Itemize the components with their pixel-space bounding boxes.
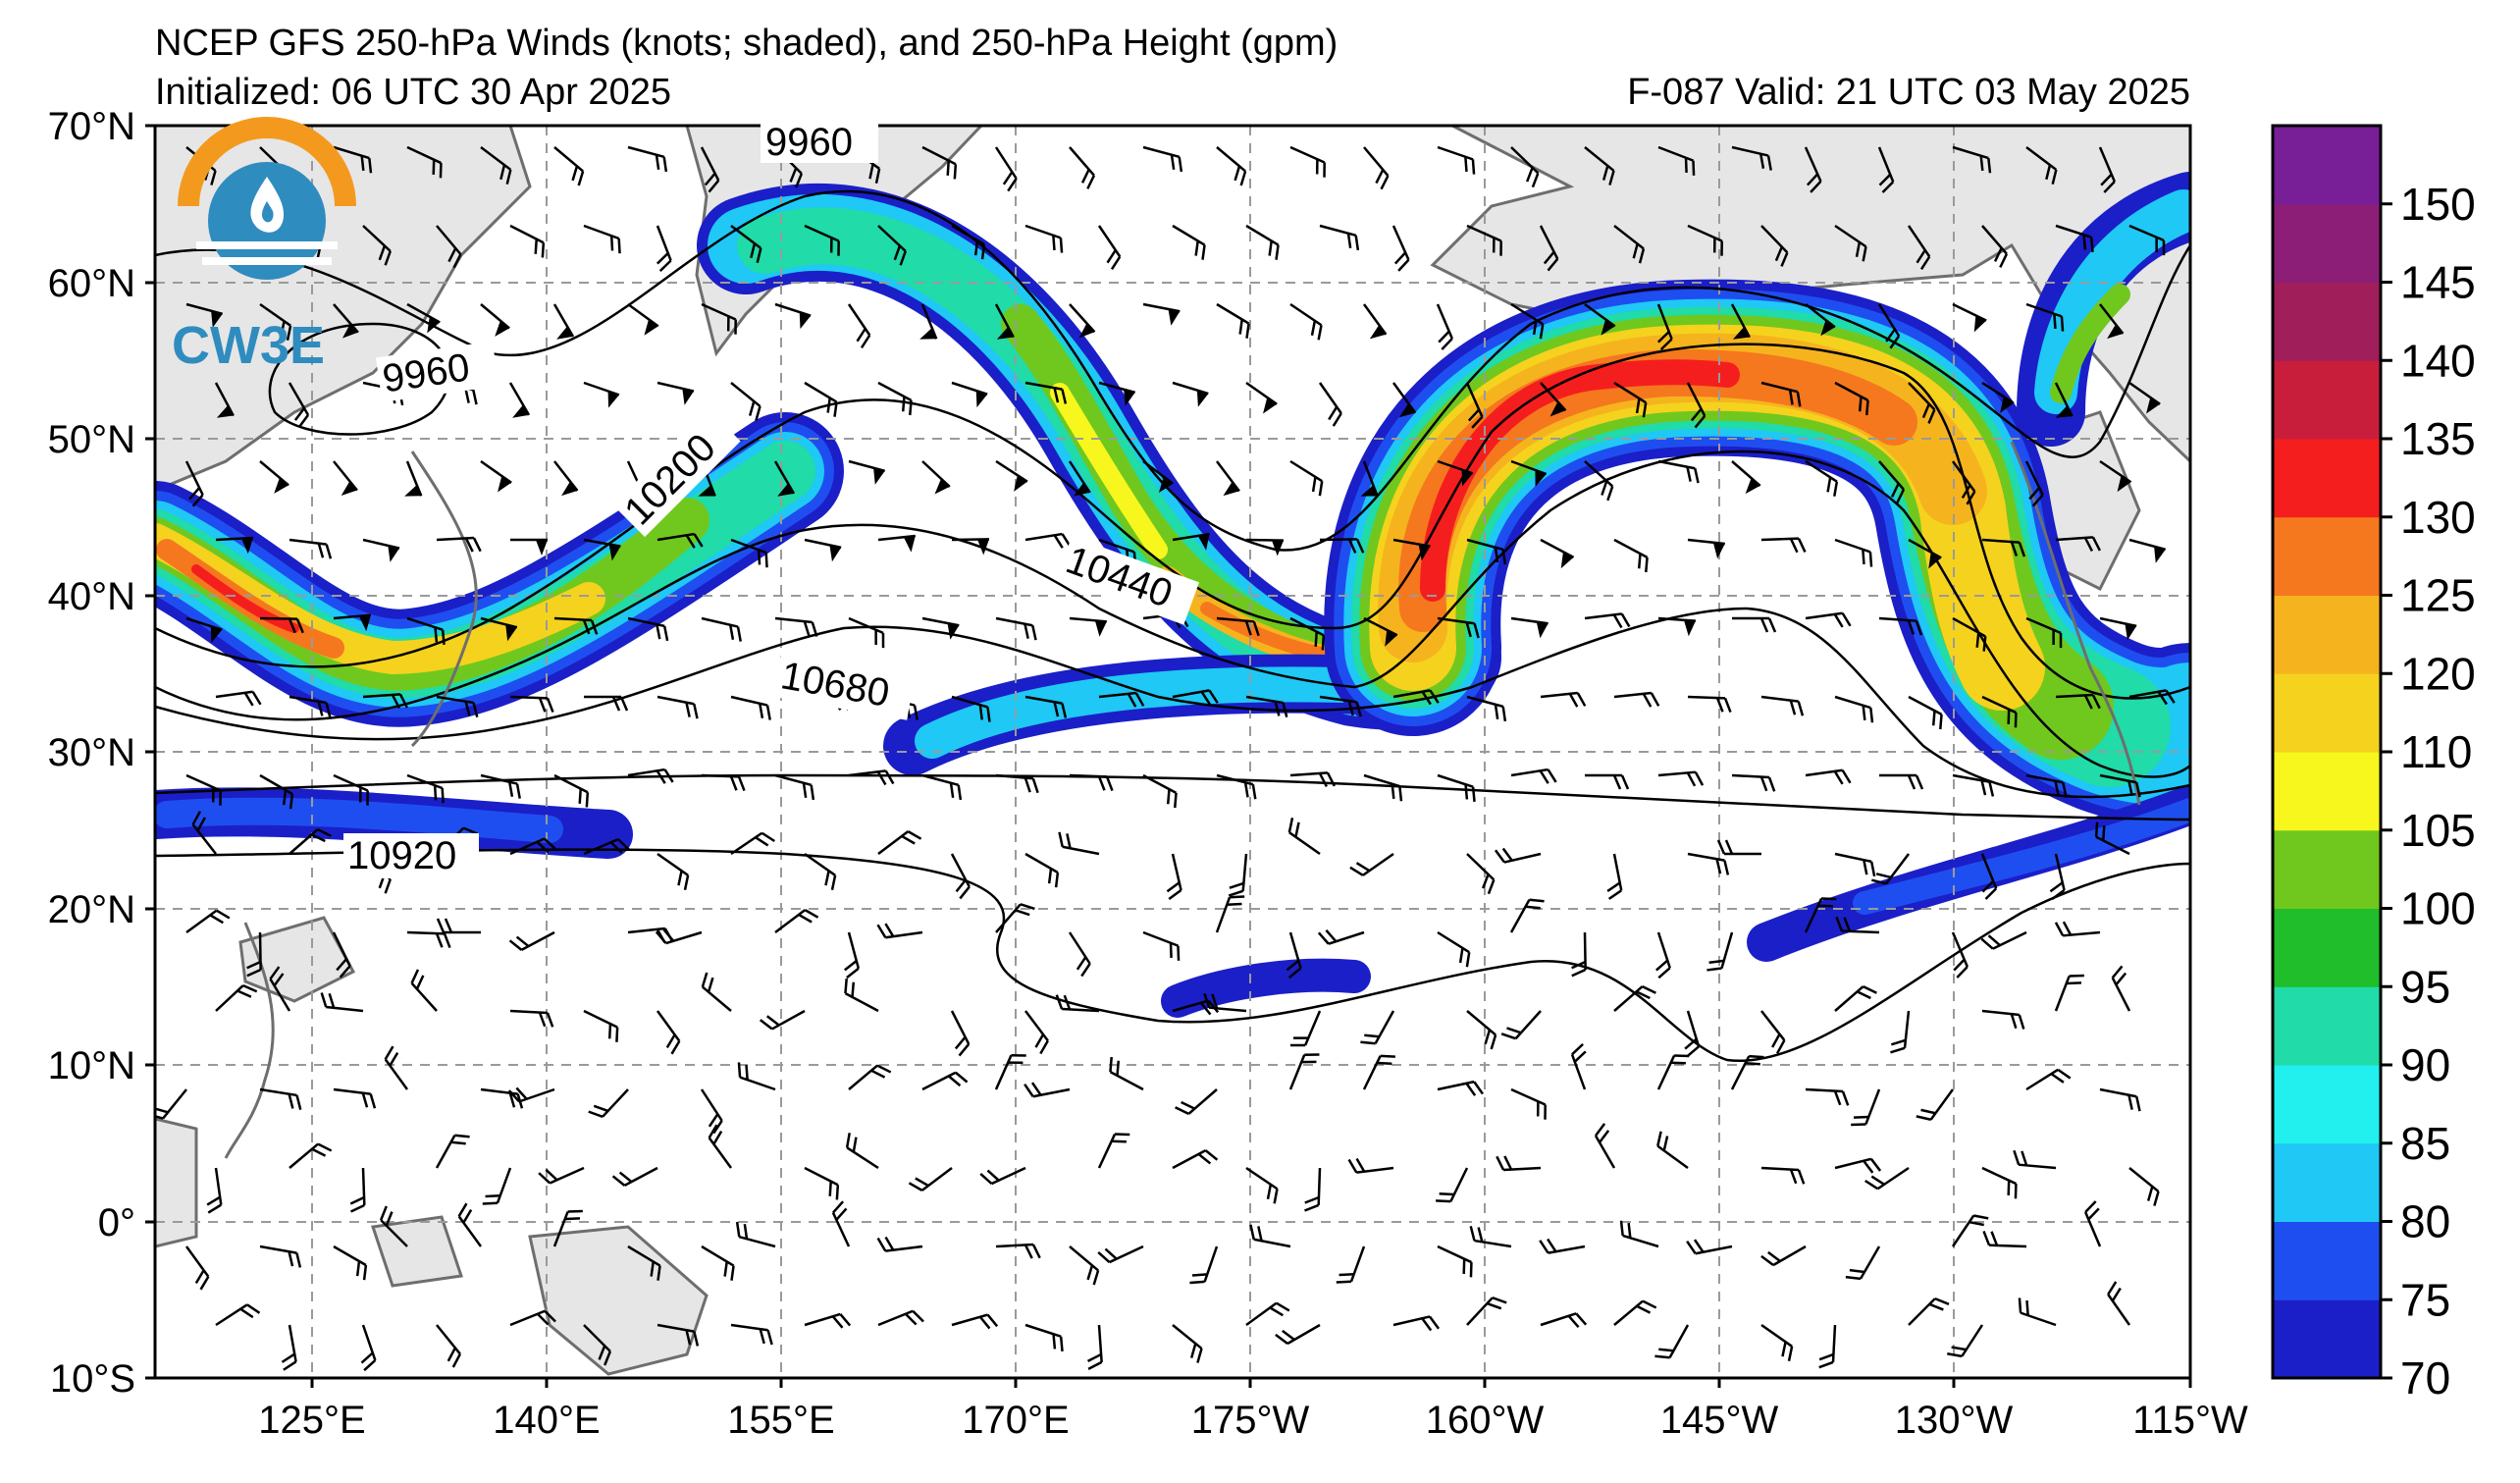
colorbar-swatch bbox=[2273, 829, 2381, 909]
lat-label: 50°N bbox=[48, 418, 135, 461]
colorbar-swatch bbox=[2273, 1221, 2381, 1300]
lat-label: 60°N bbox=[48, 262, 135, 305]
jet-subtropical-west bbox=[155, 787, 633, 859]
colorbar-label: 90 bbox=[2400, 1039, 2450, 1090]
jet-east bbox=[2017, 172, 2190, 447]
colorbar-label: 105 bbox=[2400, 805, 2476, 856]
colorbar-label: 125 bbox=[2400, 570, 2476, 621]
lon-label: 155°E bbox=[727, 1399, 834, 1442]
colorbar-label: 130 bbox=[2400, 492, 2476, 543]
lat-label: 40°N bbox=[48, 575, 135, 618]
colorbar: 70 75 80 85 90 95 100 105 110 120 125 130 135 140 145 1… bbox=[2271, 124, 2476, 1404]
map-panel bbox=[155, 126, 2190, 1378]
colorbar-label: 95 bbox=[2400, 961, 2450, 1012]
colorbar-swatch bbox=[2273, 1065, 2381, 1144]
latitude-labels: 70°N 60°N 50°N 40°N 30°N 20°N 10°N 0° 10… bbox=[48, 105, 135, 1401]
colorbar-swatch bbox=[2273, 908, 2381, 987]
water-drop-sun-icon bbox=[178, 117, 356, 280]
jet-subtropical-east bbox=[1161, 785, 2190, 1018]
colorbar-label: 110 bbox=[2400, 726, 2472, 777]
colorbar-label: 100 bbox=[2400, 883, 2476, 934]
lon-label: 130°W bbox=[1895, 1399, 2014, 1442]
colorbar-swatches bbox=[2273, 126, 2381, 1379]
lon-label: 170°E bbox=[962, 1399, 1069, 1442]
lat-label: 10°S bbox=[50, 1357, 135, 1401]
colorbar-swatch bbox=[2273, 516, 2381, 596]
chart-title: NCEP GFS 250-hPa Winds (knots; shaded), … bbox=[155, 23, 1338, 64]
logo-text: CW3E bbox=[172, 316, 325, 375]
lon-label: 115°W bbox=[2132, 1399, 2248, 1442]
valid-time: F-087 Valid: 21 UTC 03 May 2025 bbox=[1627, 72, 2190, 113]
longitude-labels: 125°E 140°E 155°E 170°E 175°W 160°W 145°… bbox=[258, 1399, 2248, 1442]
colorbar-swatch bbox=[2273, 282, 2381, 361]
height-contours bbox=[155, 189, 2190, 1063]
lat-label: 70°N bbox=[48, 105, 135, 148]
colorbar-swatch bbox=[2273, 986, 2381, 1066]
colorbar-label: 140 bbox=[2400, 335, 2476, 386]
colorbar-swatch bbox=[2273, 673, 2381, 753]
colorbar-label: 135 bbox=[2400, 413, 2476, 464]
axis-ticks bbox=[145, 124, 2192, 1388]
colorbar-label: 120 bbox=[2400, 648, 2476, 699]
lon-label: 175°W bbox=[1191, 1399, 1310, 1442]
lon-label: 125°E bbox=[258, 1399, 365, 1442]
lon-label: 140°E bbox=[493, 1399, 600, 1442]
colorbar-swatch bbox=[2273, 1299, 2381, 1379]
colorbar-label: 75 bbox=[2400, 1274, 2450, 1325]
cw3e-logo: CW3E bbox=[172, 117, 356, 375]
contour-label: 9960 bbox=[765, 121, 853, 164]
init-time: Initialized: 06 UTC 30 Apr 2025 bbox=[155, 72, 671, 113]
lat-label: 20°N bbox=[48, 888, 135, 931]
colorbar-swatch bbox=[2273, 439, 2381, 518]
lat-label: 10°N bbox=[48, 1044, 135, 1087]
colorbar-label: 80 bbox=[2400, 1196, 2450, 1247]
colorbar-swatch bbox=[2273, 595, 2381, 674]
lat-label: 0° bbox=[98, 1201, 135, 1245]
colorbar-label: 150 bbox=[2400, 179, 2476, 230]
colorbar-swatch bbox=[2273, 360, 2381, 440]
colorbar-label: 145 bbox=[2400, 257, 2476, 308]
colorbar-label: 85 bbox=[2400, 1118, 2450, 1169]
colorbar-swatch bbox=[2273, 752, 2381, 831]
colorbar-label: 70 bbox=[2400, 1352, 2450, 1404]
lat-label: 30°N bbox=[48, 731, 135, 774]
contour-label: 10920 bbox=[347, 834, 456, 877]
lon-label: 145°W bbox=[1660, 1399, 1779, 1442]
colorbar-swatch bbox=[2273, 203, 2381, 283]
colorbar-labels: 70 75 80 85 90 95 100 105 110 120 125 130 135 140 145 1… bbox=[2381, 179, 2476, 1404]
colorbar-swatch bbox=[2273, 1142, 2381, 1222]
colorbar-swatch bbox=[2273, 126, 2381, 205]
jet-ridge bbox=[1324, 279, 2190, 824]
lon-label: 160°W bbox=[1426, 1399, 1545, 1442]
